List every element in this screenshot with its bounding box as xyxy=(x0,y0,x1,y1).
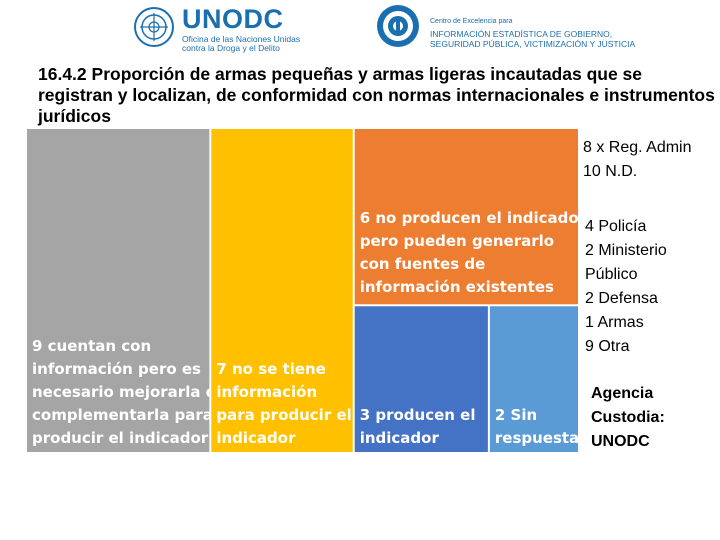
treemap-label-producen: 3 producen el indicador xyxy=(360,406,476,447)
treemap-label-line: necesario mejorarla o xyxy=(32,383,216,401)
unodc-wordmark: UNODC xyxy=(182,4,284,34)
custodia-line-1: Custodia: xyxy=(591,409,665,426)
treemap-cell-informacion-a-mejorar xyxy=(27,129,210,452)
treemap-cell-sin-informacion xyxy=(211,129,353,452)
treemap-label-line: 7 no se tiene xyxy=(216,360,326,378)
treemap-label-line: información pero es xyxy=(32,360,201,378)
treemap-cell-sin-respuesta xyxy=(489,306,578,452)
custodian-agency: Agencia Custodia: UNODC xyxy=(591,382,665,454)
treemap-label-line: 6 no producen el indicador xyxy=(360,209,579,227)
side-group-data-source: 8 x Reg. Admin 10 N.D. xyxy=(583,136,692,184)
treemap-label-line: complementarla para xyxy=(32,406,213,424)
chart-title: 16.4.2 Proporción de armas pequeñas y ar… xyxy=(38,64,715,126)
side-group2-line-0: 4 Policía xyxy=(585,218,647,235)
side-group2-line-4: 1 Armas xyxy=(585,314,644,331)
centro-emblem-icon xyxy=(377,5,419,47)
side-group1-line-1: 10 N.D. xyxy=(583,163,638,180)
centro-excelencia-logo: Centro de Excelencia para INFORMACIÓN ES… xyxy=(374,2,654,50)
treemap-label-line: pero pueden generarlo xyxy=(360,232,554,250)
treemap-label-informacion-a-mejorar: 9 cuentan con información pero es necesari… xyxy=(32,337,216,447)
treemap-label-line: con fuentes de xyxy=(360,255,486,273)
side-group-institutions: 4 Policía 2 Ministerio Público 2 Defensa 1 A… xyxy=(585,215,667,359)
centro-line-3: SEGURIDAD PÚBLICA, VICTIMIZACIÓN Y JUSTI… xyxy=(430,39,636,49)
side-group1-line-0: 8 x Reg. Admin xyxy=(583,139,692,156)
unodc-logo: UNODC Oficina de las Naciones Unidas con… xyxy=(132,4,312,53)
side-group2-line-2: Público xyxy=(585,266,638,283)
treemap-label-line: 3 producen el xyxy=(360,406,476,424)
centro-line-2: INFORMACIÓN ESTADÍSTICA DE GOBIERNO, xyxy=(430,29,613,39)
treemap-label-no-producen-pueden: 6 no producen el indicador pero pueden ge… xyxy=(360,209,579,296)
unodc-subtitle-2: contra la Droga y el Delito xyxy=(182,43,280,53)
custodia-line-0: Agencia xyxy=(591,385,654,402)
treemap-label-line: 2 Sin xyxy=(495,406,537,424)
treemap-label-line: indicador xyxy=(360,429,440,447)
side-group2-line-3: 2 Defensa xyxy=(585,290,658,307)
treemap-label-line: información xyxy=(216,383,317,401)
side-group2-line-1: 2 Ministerio xyxy=(585,242,667,259)
treemap-label-line: respuesta xyxy=(495,429,579,447)
treemap-label-line: información existentes xyxy=(360,278,554,296)
custodia-line-2: UNODC xyxy=(591,433,650,450)
treemap-cell-producen xyxy=(354,306,488,452)
treemap-label-line: indicador xyxy=(216,429,296,447)
side-group2-line-5: 9 Otra xyxy=(585,338,630,355)
unodc-subtitle-1: Oficina de las Naciones Unidas xyxy=(182,34,301,44)
treemap-label-sin-informacion: 7 no se tiene información para producir el… xyxy=(216,360,351,447)
un-emblem-icon xyxy=(134,7,174,47)
treemap-label-line: 9 cuentan con xyxy=(32,337,151,355)
centro-line-1: Centro de Excelencia para xyxy=(430,18,513,25)
treemap-label-sin-respuesta: 2 Sin respuesta xyxy=(495,406,579,447)
treemap-label-line: para producir el xyxy=(216,406,351,424)
treemap-chart: 9 cuentan con información pero es necesari… xyxy=(27,129,579,452)
treemap-cell-no-producen-pueden xyxy=(354,129,578,305)
treemap-label-line: producir el indicador xyxy=(32,429,209,447)
